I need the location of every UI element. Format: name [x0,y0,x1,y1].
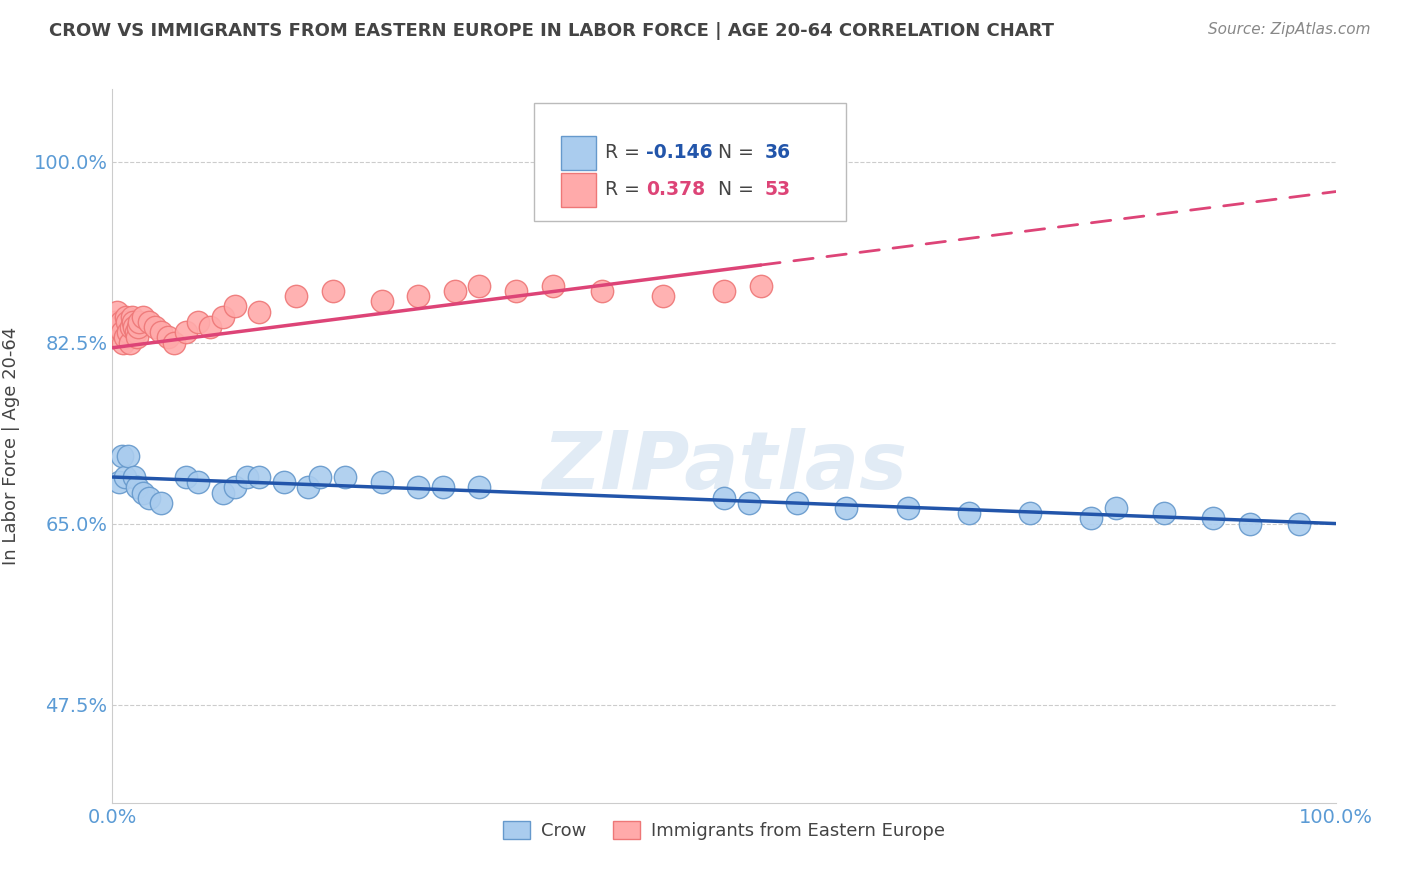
Point [247,304,270,318]
Point [897,501,920,516]
Point [107,320,129,334]
Point [284,289,308,303]
Point [322,284,344,298]
Point [110,315,132,329]
Point [128,315,150,329]
Point [713,284,735,298]
Point [1288,516,1310,531]
Point [835,501,858,516]
Point [1202,511,1225,525]
Point [333,470,356,484]
Point [1239,516,1261,531]
Point [652,289,675,303]
Text: N =: N = [718,144,759,162]
FancyBboxPatch shape [534,103,846,221]
Point [468,278,491,293]
Point [111,450,134,464]
Point [117,450,139,464]
Point [1104,501,1126,516]
Point [737,496,759,510]
Point [105,304,128,318]
Point [156,330,179,344]
Point [124,320,146,334]
FancyBboxPatch shape [561,136,596,169]
Point [1153,506,1175,520]
Point [111,325,134,339]
Point [104,315,127,329]
Point [112,335,135,350]
Point [174,325,197,339]
Point [114,470,136,484]
Point [541,278,564,293]
Point [786,496,808,510]
Point [468,480,491,494]
Point [505,284,527,298]
Text: 53: 53 [765,180,790,199]
Point [127,320,149,334]
Point [143,320,166,334]
Point [273,475,295,490]
Text: N =: N = [718,180,759,199]
FancyBboxPatch shape [561,173,596,207]
Point [174,470,197,484]
Point [125,330,148,344]
Point [957,506,980,520]
Point [132,310,155,324]
Y-axis label: In Labor Force | Age 20-64: In Labor Force | Age 20-64 [1,326,20,566]
Point [125,480,148,494]
Point [444,284,467,298]
Point [224,480,246,494]
Point [150,496,173,510]
Point [211,485,233,500]
Point [115,310,138,324]
Point [117,325,139,339]
Point [107,475,129,490]
Point [150,325,173,339]
Point [115,315,138,329]
Text: -0.146: -0.146 [645,144,713,162]
Text: 36: 36 [765,144,790,162]
Point [120,320,142,334]
Text: ZIPatlas: ZIPatlas [541,428,907,507]
Point [138,315,160,329]
Point [749,278,772,293]
Point [118,335,141,350]
Point [713,491,735,505]
Point [200,320,222,334]
Point [224,299,246,313]
Point [1018,506,1040,520]
Text: R =: R = [606,144,647,162]
Point [114,330,136,344]
Point [408,289,430,303]
Point [370,294,392,309]
Text: 0.378: 0.378 [645,180,704,199]
Point [309,470,332,484]
Point [432,480,454,494]
Point [124,470,146,484]
Point [370,475,392,490]
Point [187,315,209,329]
Point [125,325,148,339]
Point [1080,511,1102,525]
Point [187,475,209,490]
Point [211,310,233,324]
Point [121,310,143,324]
Legend: Crow, Immigrants from Eastern Europe: Crow, Immigrants from Eastern Europe [496,814,952,847]
Point [163,335,186,350]
Point [247,470,270,484]
Point [132,485,155,500]
Text: Source: ZipAtlas.com: Source: ZipAtlas.com [1208,22,1371,37]
Point [297,480,319,494]
Point [122,315,145,329]
Text: R =: R = [606,180,647,199]
Point [591,284,613,298]
Text: CROW VS IMMIGRANTS FROM EASTERN EUROPE IN LABOR FORCE | AGE 20-64 CORRELATION CH: CROW VS IMMIGRANTS FROM EASTERN EUROPE I… [49,22,1054,40]
Point [138,491,160,505]
Point [408,480,430,494]
Point [236,470,259,484]
